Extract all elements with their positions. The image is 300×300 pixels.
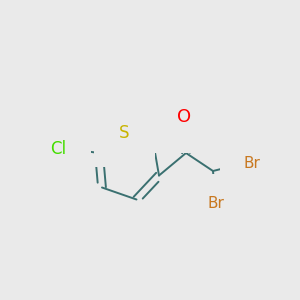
Text: Br: Br [208,196,224,211]
Text: S: S [119,124,130,142]
Text: O: O [177,108,192,126]
Text: Cl: Cl [50,140,66,158]
Text: Br: Br [243,156,260,171]
